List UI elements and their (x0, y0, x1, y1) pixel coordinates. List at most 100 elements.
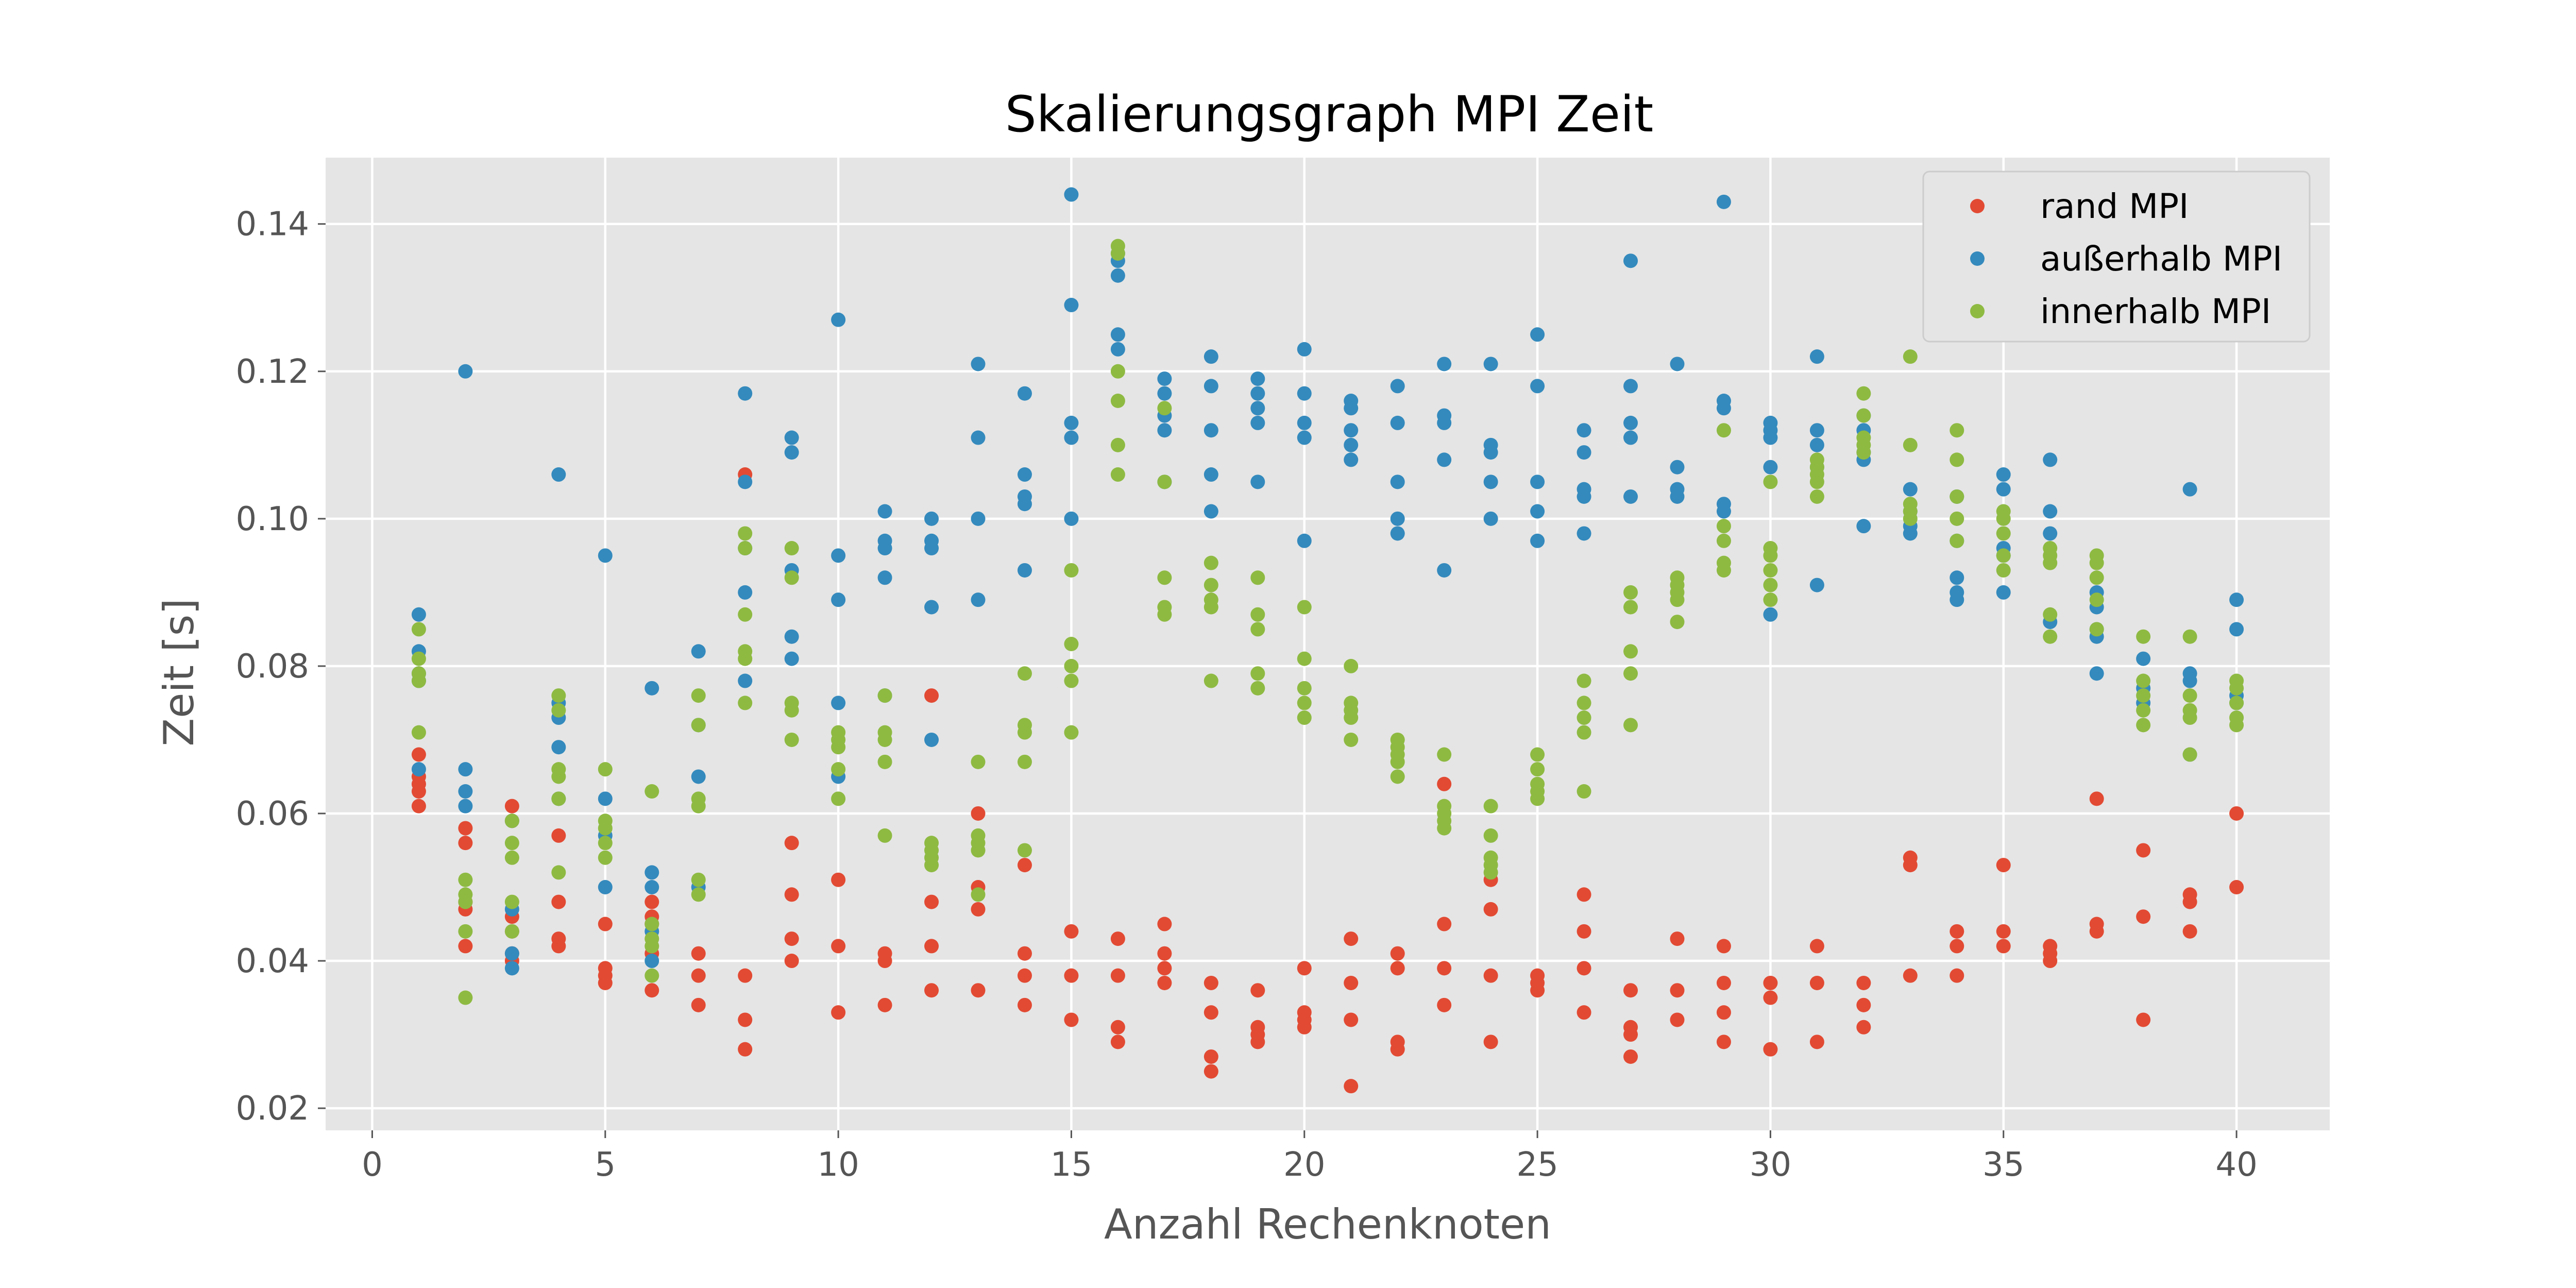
data-point (1996, 585, 2011, 600)
data-point (1344, 732, 1359, 747)
data-point (598, 821, 613, 836)
data-point (971, 511, 986, 526)
data-point (2136, 703, 2151, 718)
data-point (1670, 615, 1685, 630)
data-point (598, 836, 613, 851)
data-point (1763, 460, 1778, 474)
data-point (1577, 1005, 1591, 1020)
data-point (1110, 364, 1125, 379)
data-point (2089, 592, 2104, 607)
data-point (1110, 1035, 1125, 1049)
data-point (1064, 924, 1079, 939)
data-point (784, 836, 799, 851)
data-point (1996, 924, 2011, 939)
data-point (1623, 600, 1638, 615)
data-point (1670, 357, 1685, 371)
data-point (1530, 983, 1545, 998)
data-point (1390, 474, 1405, 489)
data-point (1390, 511, 1405, 526)
data-point (1763, 578, 1778, 592)
data-point (2136, 651, 2151, 666)
data-point (1996, 526, 2011, 541)
data-point (924, 983, 939, 998)
data-point (784, 887, 799, 902)
data-point (645, 968, 659, 983)
data-point (645, 954, 659, 969)
data-point (1483, 445, 1498, 460)
data-point (691, 887, 706, 902)
data-point (1996, 511, 2011, 526)
data-point (1157, 401, 1172, 416)
data-point (1856, 997, 1871, 1012)
data-point (1064, 511, 1079, 526)
data-point (1763, 1042, 1778, 1057)
data-point (598, 917, 613, 931)
x-tick-label: 30 (1750, 1146, 1791, 1184)
data-point (1903, 511, 1918, 526)
data-point (971, 592, 986, 607)
data-point (2043, 555, 2058, 570)
data-point (1204, 379, 1218, 394)
data-point (1483, 828, 1498, 843)
data-point (1623, 644, 1638, 659)
data-point (971, 357, 986, 371)
data-point (2229, 696, 2244, 710)
data-point (2229, 880, 2244, 894)
data-point (1064, 1012, 1079, 1027)
data-point (598, 880, 613, 894)
data-point (1670, 489, 1685, 504)
data-point (1950, 968, 1964, 983)
data-point (1110, 394, 1125, 408)
data-point (458, 872, 473, 887)
y-tick-label: 0.10 (236, 500, 310, 538)
data-point (971, 983, 986, 998)
data-point (1157, 423, 1172, 438)
data-point (784, 931, 799, 946)
data-point (645, 880, 659, 894)
data-point (1577, 696, 1591, 710)
data-point (877, 997, 892, 1012)
data-point (1157, 975, 1172, 990)
data-point (1250, 415, 1265, 430)
data-point (1577, 489, 1591, 504)
data-point (1670, 592, 1685, 607)
data-point (1670, 1012, 1685, 1027)
data-point (1903, 526, 1918, 541)
data-point (1950, 511, 1964, 526)
data-point (645, 939, 659, 954)
data-point (784, 629, 799, 644)
data-point (738, 673, 753, 688)
y-tick-label: 0.02 (236, 1090, 310, 1128)
data-point (2089, 622, 2104, 637)
data-point (1670, 460, 1685, 474)
data-point (645, 865, 659, 880)
data-point (1017, 467, 1032, 482)
data-point (971, 902, 986, 917)
data-point (784, 651, 799, 666)
data-point (1577, 725, 1591, 740)
data-point (1297, 600, 1312, 615)
data-point (458, 799, 473, 814)
data-point (1297, 961, 1312, 976)
data-point (1903, 482, 1918, 497)
data-point (1250, 983, 1265, 998)
data-point (551, 769, 566, 784)
data-point (1297, 681, 1312, 696)
data-point (1017, 968, 1032, 983)
data-point (738, 1042, 753, 1057)
data-point (691, 799, 706, 814)
data-point (1856, 445, 1871, 460)
data-point (551, 703, 566, 718)
data-point (784, 703, 799, 718)
data-point (504, 961, 519, 976)
data-point (1064, 637, 1079, 651)
data-point (1204, 673, 1218, 688)
data-point (691, 688, 706, 703)
data-point (1716, 401, 1731, 416)
data-point (1344, 1012, 1359, 1027)
data-point (2043, 526, 2058, 541)
data-point (831, 791, 846, 806)
data-point (691, 968, 706, 983)
data-point (738, 474, 753, 489)
data-point (1809, 437, 1824, 452)
